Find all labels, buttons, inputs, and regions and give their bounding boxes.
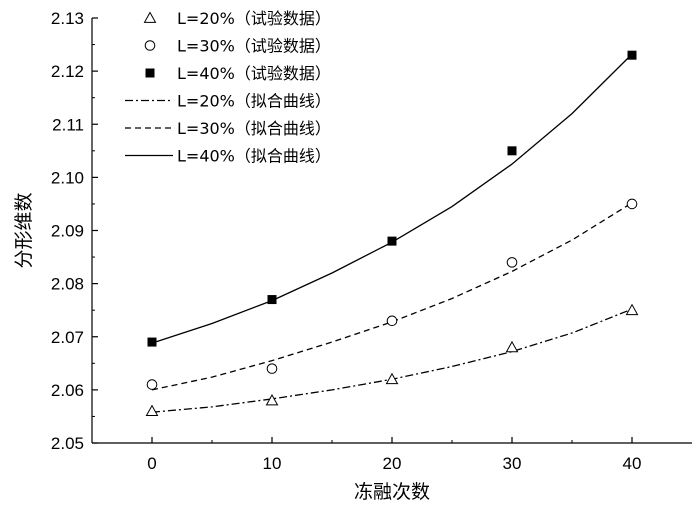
legend-marker-2 [145,68,155,78]
y-tick-label: 2.10 [51,168,84,187]
data-point-s2-0 [147,337,157,347]
y-axis-label: 分形维数 [13,192,35,268]
y-tick-label: 2.11 [52,115,84,134]
data-point-s1-1 [266,363,278,374]
y-tick-label: 2.07 [51,328,84,347]
data-point-s1-2 [386,315,398,327]
legend-label-0: L=20%（试验数据） [177,9,331,28]
y-tick-label: 2.12 [51,62,84,81]
legend-label-3: L=20%（拟合曲线） [177,92,331,111]
legend-label-1: L=30%（试验数据） [177,37,331,56]
x-tick-label: 30 [503,454,522,473]
y-tick-label: 2.06 [51,381,84,400]
data-point-s1-0 [146,379,158,390]
x-tick-label: 10 [263,454,282,473]
y-tick-label: 2.09 [51,222,84,241]
y-tick-label: 2.05 [51,434,84,453]
y-tick-label: 2.13 [51,9,84,28]
data-point-s0-4 [625,303,639,316]
legend-label-2: L=40%（试验数据） [177,64,331,83]
data-point-s1-4 [626,198,638,210]
legend-label-5: L=40%（拟合曲线） [177,147,331,166]
legend-marker-1 [144,40,156,51]
data-point-s2-3 [507,146,517,156]
legend-marker-0 [143,11,157,23]
data-point-s0-3 [505,340,519,353]
data-point-s2-1 [267,295,277,305]
data-point-s0-1 [265,393,279,406]
plot-area [145,50,639,417]
data-point-s0-2 [385,372,399,385]
data-point-s2-2 [387,236,397,246]
legend-label-4: L=30%（拟合曲线） [177,119,331,138]
y-tick-label: 2.08 [51,275,84,294]
data-point-s0-0 [145,404,159,417]
data-point-s2-4 [627,50,637,60]
fit-curve-4 [151,202,633,391]
x-tick-label: 40 [623,454,642,473]
x-tick-label: 20 [383,454,402,473]
axes: 2.05 2.06 2.07 2.08 2.09 2.10 2.11 2.12 2.13 0 10 2… [51,9,692,473]
x-axis-label: 冻融次数 [354,481,430,503]
data-point-s1-3 [506,257,518,268]
legend: L=20%（试验数据） L=30%（试验数据） L=40%（试验数据） L=20%（拟… [125,9,331,166]
x-tick-label: 0 [147,454,156,473]
